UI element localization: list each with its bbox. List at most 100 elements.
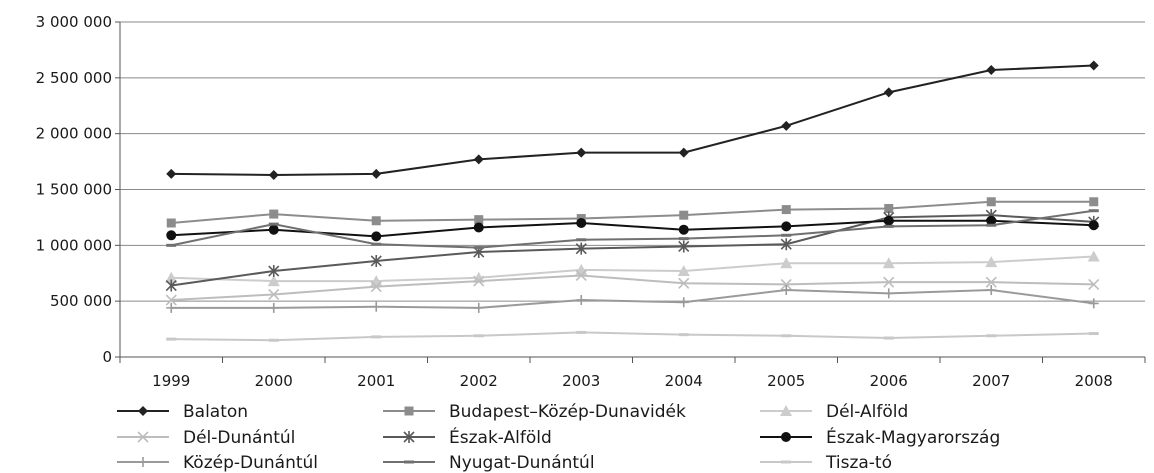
- data-point: [370, 281, 382, 293]
- legend-item: Észak-Magyarország: [760, 426, 1000, 448]
- data-point: [781, 221, 792, 232]
- data-point: [883, 336, 894, 340]
- data-point: [371, 231, 382, 242]
- data-point: [166, 230, 177, 241]
- legend-marker: [404, 406, 414, 416]
- data-point: [1088, 298, 1099, 309]
- data-point: [1087, 250, 1100, 262]
- series-7: [166, 209, 1099, 250]
- data-point: [884, 203, 894, 213]
- x-tick-label: 2002: [460, 372, 498, 390]
- data-point: [883, 215, 894, 226]
- data-point: [268, 265, 280, 278]
- x-tick-label: 2003: [562, 372, 600, 390]
- data-point: [166, 337, 177, 341]
- data-point: [986, 223, 997, 227]
- legend-label: Tisza-tó: [825, 453, 892, 473]
- data-point: [576, 238, 587, 242]
- legend-item: Dél-Alföld: [760, 402, 908, 422]
- data-point: [780, 257, 793, 269]
- legend-label: Nyugat-Dunántúl: [449, 453, 595, 473]
- series-line: [171, 64, 1094, 176]
- y-tick-label: 1 000 000: [36, 236, 112, 254]
- x-tick-label: 2005: [767, 372, 805, 390]
- legend-label: Észak-Magyarország: [826, 426, 1000, 448]
- data-point: [780, 238, 792, 251]
- series-line: [171, 288, 1094, 309]
- legend: Balaton Budapest–Közép-Dunavidék Dél-Alföl…: [117, 402, 1000, 473]
- data-point: [268, 169, 279, 180]
- data-point: [882, 257, 895, 269]
- data-point: [986, 197, 996, 207]
- legend-item: Budapest–Közép-Dunavidék: [383, 402, 686, 422]
- x-tick-label: 2006: [870, 372, 908, 390]
- data-point: [678, 297, 689, 308]
- data-point: [165, 279, 177, 292]
- data-point: [781, 334, 792, 338]
- data-point: [576, 295, 587, 306]
- data-point: [985, 276, 997, 288]
- data-point: [883, 224, 894, 228]
- legend-marker: [781, 432, 791, 442]
- data-point: [166, 302, 177, 313]
- data-point: [371, 168, 382, 179]
- y-tick-label: 2 500 000: [36, 69, 112, 87]
- legend-label: Balaton: [183, 402, 248, 422]
- series-line: [171, 214, 1094, 287]
- data-point: [370, 254, 382, 267]
- series-line: [171, 209, 1094, 249]
- data-point: [677, 265, 690, 277]
- legend-item: Közép-Dunántúl: [117, 453, 318, 473]
- x-tick-label: 2001: [357, 372, 395, 390]
- series-1: [166, 197, 1099, 228]
- data-point: [576, 330, 587, 334]
- data-point: [474, 215, 484, 225]
- data-point: [576, 147, 587, 158]
- data-point: [985, 256, 998, 268]
- x-tick-label: 2007: [972, 372, 1010, 390]
- legend-item: Dél-Dunántúl: [117, 428, 295, 448]
- legend-item: Észak-Alföld: [383, 426, 552, 448]
- legend-label: Észak-Alföld: [449, 426, 552, 448]
- data-point: [1088, 209, 1099, 213]
- x-tick-label: 2004: [665, 372, 703, 390]
- data-point: [986, 285, 997, 295]
- data-point: [268, 224, 279, 235]
- x-axis-ticks: 1999 2000 2001 2002 2003 2004 2005 2006 2007 2008: [119, 357, 1146, 390]
- data-point: [473, 334, 484, 338]
- y-tick-label: 3 000 000: [36, 13, 112, 31]
- series-5: [166, 215, 1099, 242]
- series-line: [171, 200, 1094, 224]
- data-point: [575, 242, 587, 255]
- data-point: [1088, 332, 1099, 336]
- data-point: [371, 242, 382, 246]
- data-point: [268, 222, 279, 226]
- y-tick-label: 2 000 000: [36, 125, 112, 143]
- legend-label: Dél-Alföld: [826, 402, 908, 422]
- x-tick-label: 2000: [255, 372, 293, 390]
- series-0: [166, 60, 1099, 180]
- legend-marker: [138, 406, 148, 416]
- data-point: [883, 87, 894, 98]
- data-point: [166, 218, 176, 228]
- data-point: [267, 275, 280, 287]
- data-point: [371, 335, 382, 339]
- data-point: [883, 288, 894, 299]
- data-point: [269, 209, 279, 219]
- data-point: [781, 205, 791, 215]
- legend-item: Tisza-tó: [760, 453, 892, 473]
- data-point: [780, 278, 792, 290]
- data-point: [166, 168, 177, 179]
- series-line: [171, 331, 1094, 342]
- data-point: [678, 237, 689, 241]
- data-point: [1088, 60, 1099, 71]
- x-tick-label: 1999: [152, 372, 190, 390]
- legend-marker: [137, 431, 149, 443]
- x-tick-label: 2008: [1075, 372, 1113, 390]
- data-point: [678, 147, 689, 158]
- data-point: [575, 269, 587, 282]
- legend-label: Dél-Dunántúl: [183, 428, 295, 448]
- legend-item: Nyugat-Dunántúl: [383, 453, 595, 473]
- data-point: [371, 216, 381, 226]
- data-point: [678, 333, 689, 337]
